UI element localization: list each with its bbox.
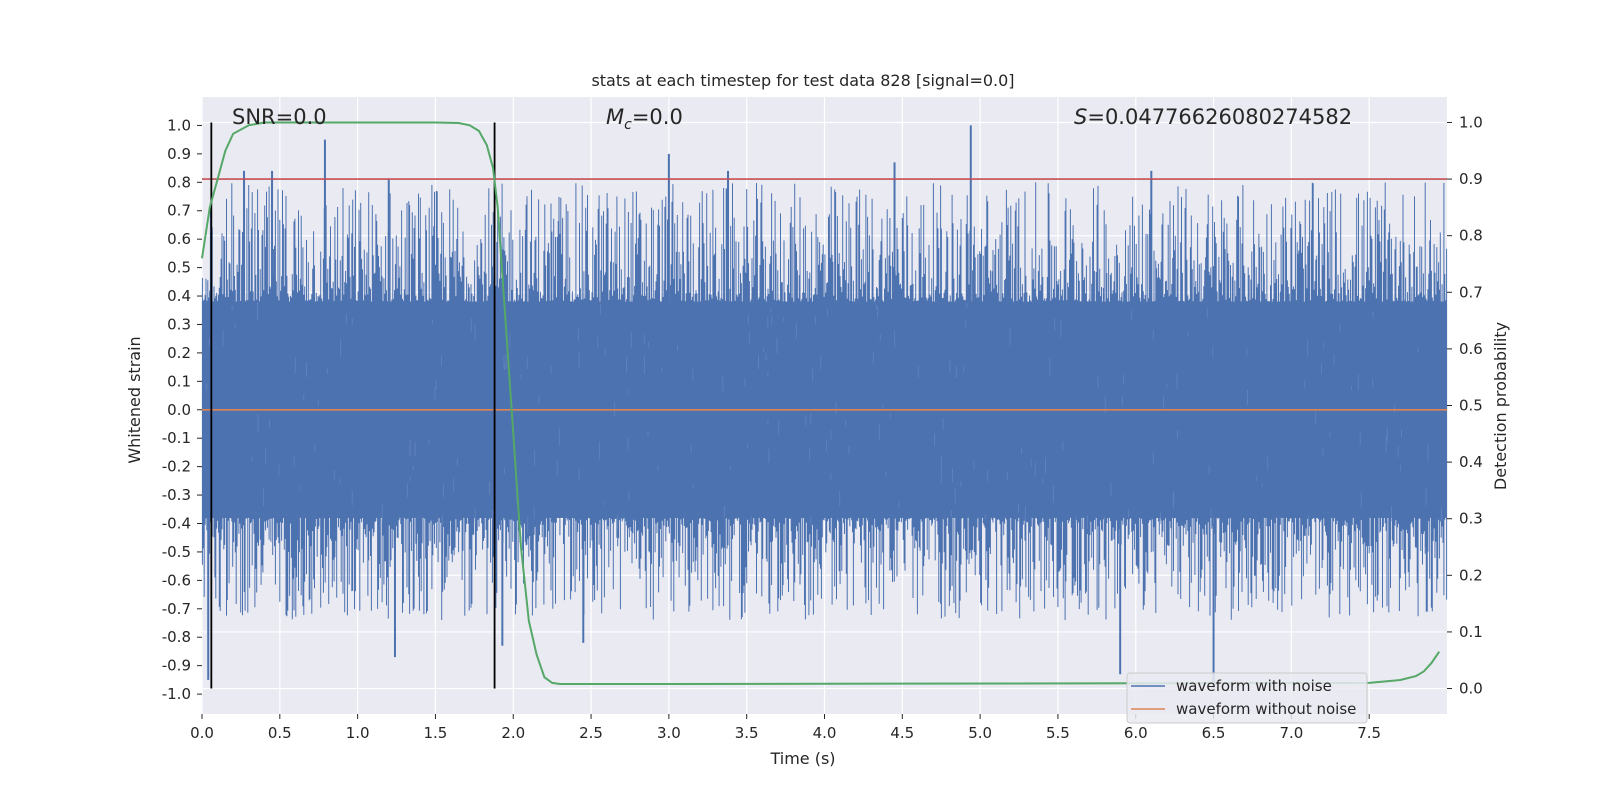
x-tick-label: 0.0 bbox=[190, 724, 214, 742]
legend-box bbox=[1126, 672, 1368, 724]
x-axis-label: Time (s) bbox=[769, 749, 835, 768]
y-tick-label: -0.4 bbox=[162, 514, 191, 532]
y-tick-label: 0.6 bbox=[167, 230, 191, 248]
chirp-mass-annotation: Mc=0.0 bbox=[606, 105, 683, 133]
x-tick-label: 1.5 bbox=[424, 724, 448, 742]
x-tick-label: 4.5 bbox=[890, 724, 914, 742]
y2-tick-label: 0.4 bbox=[1459, 453, 1483, 471]
y2-axis-label: Detection probability bbox=[1491, 322, 1510, 490]
y-tick-label: -0.2 bbox=[162, 458, 191, 476]
y2-tick-label: 1.0 bbox=[1459, 113, 1483, 131]
chirp-mass-symbol: M bbox=[606, 105, 624, 129]
y-tick-label: 0.2 bbox=[167, 344, 191, 362]
waveform-spikes bbox=[201, 182, 1448, 621]
y2-tick-label: 0.1 bbox=[1459, 623, 1483, 641]
y2-tick-label: 0.3 bbox=[1459, 510, 1483, 528]
legend-clean-label: waveform without noise bbox=[1176, 700, 1356, 718]
waveform-texture bbox=[206, 302, 1442, 534]
y-tick-label: -0.8 bbox=[162, 628, 191, 646]
y-axis-label: Whitened strain bbox=[125, 336, 144, 463]
x-tick-label: 6.5 bbox=[1202, 724, 1226, 742]
y2-tick-label: 0.0 bbox=[1459, 680, 1483, 698]
legend-noisy-label: waveform with noise bbox=[1176, 677, 1332, 695]
x-tick-label: 1.0 bbox=[346, 724, 370, 742]
y2-tick-label: 0.9 bbox=[1459, 170, 1483, 188]
y-tick-label: -0.1 bbox=[162, 429, 191, 447]
y-tick-label: -0.7 bbox=[162, 600, 191, 618]
y2-tick-label: 0.7 bbox=[1459, 283, 1483, 301]
x-tick-label: 7.5 bbox=[1357, 724, 1381, 742]
y-tick-label: -0.9 bbox=[162, 657, 191, 675]
y2-tick-label: 0.8 bbox=[1459, 227, 1483, 245]
y-tick-label: 0.1 bbox=[167, 372, 191, 390]
y2-tick-label: 0.6 bbox=[1459, 340, 1483, 358]
x-tick-label: 7.0 bbox=[1279, 724, 1303, 742]
x-tick-label: 3.5 bbox=[735, 724, 759, 742]
y-tick-label: -0.5 bbox=[162, 543, 191, 561]
snr-annotation: SNR=0.0 bbox=[232, 105, 327, 129]
x-tick-label: 4.0 bbox=[813, 724, 837, 742]
chirp-mass-value: =0.0 bbox=[632, 105, 683, 129]
chart-labels: stats at each timestep for test data 828… bbox=[125, 71, 1510, 768]
s-value: =0.04776626080274582 bbox=[1087, 105, 1352, 129]
y-tick-label: 1.0 bbox=[167, 116, 191, 134]
x-tick-label: 0.5 bbox=[268, 724, 292, 742]
x-tick-label: 3.0 bbox=[657, 724, 681, 742]
y2-tick-label: 0.2 bbox=[1459, 566, 1483, 584]
x-tick-label: 5.5 bbox=[1046, 724, 1070, 742]
y-tick-label: 0.9 bbox=[167, 145, 191, 163]
s-symbol: S bbox=[1074, 105, 1087, 129]
y-tick-label: 0.8 bbox=[167, 173, 191, 191]
x-tick-label: 2.0 bbox=[501, 724, 525, 742]
vertical-markers bbox=[210, 122, 496, 689]
x-tick-label: 6.0 bbox=[1124, 724, 1148, 742]
chart-title: stats at each timestep for test data 828… bbox=[591, 71, 1014, 90]
y-tick-label: -0.6 bbox=[162, 571, 191, 589]
x-tick-label: 2.5 bbox=[579, 724, 603, 742]
y-tick-label: 0.5 bbox=[167, 259, 191, 277]
y-tick-label: -1.0 bbox=[162, 685, 191, 703]
axes: 0.0 0.5 1.0 1.5 2.0 2.5 3.0 3.5 4.0 4.5 5.0 5.5 6.0 6… bbox=[162, 113, 1483, 742]
y-tick-label: 0.0 bbox=[167, 401, 191, 419]
s-annotation: S=0.04776626080274582 bbox=[1074, 105, 1352, 129]
y-tick-label: -0.3 bbox=[162, 486, 191, 504]
y-tick-label: 0.3 bbox=[167, 315, 191, 333]
chirp-mass-subscript: c bbox=[624, 117, 632, 133]
y-tick-label: 0.4 bbox=[167, 287, 191, 305]
x-tick-label: 5.0 bbox=[968, 724, 992, 742]
legend: waveform with noise waveform without noi… bbox=[1126, 672, 1368, 724]
y-tick-label: 0.7 bbox=[167, 202, 191, 220]
y2-tick-label: 0.5 bbox=[1459, 397, 1483, 415]
